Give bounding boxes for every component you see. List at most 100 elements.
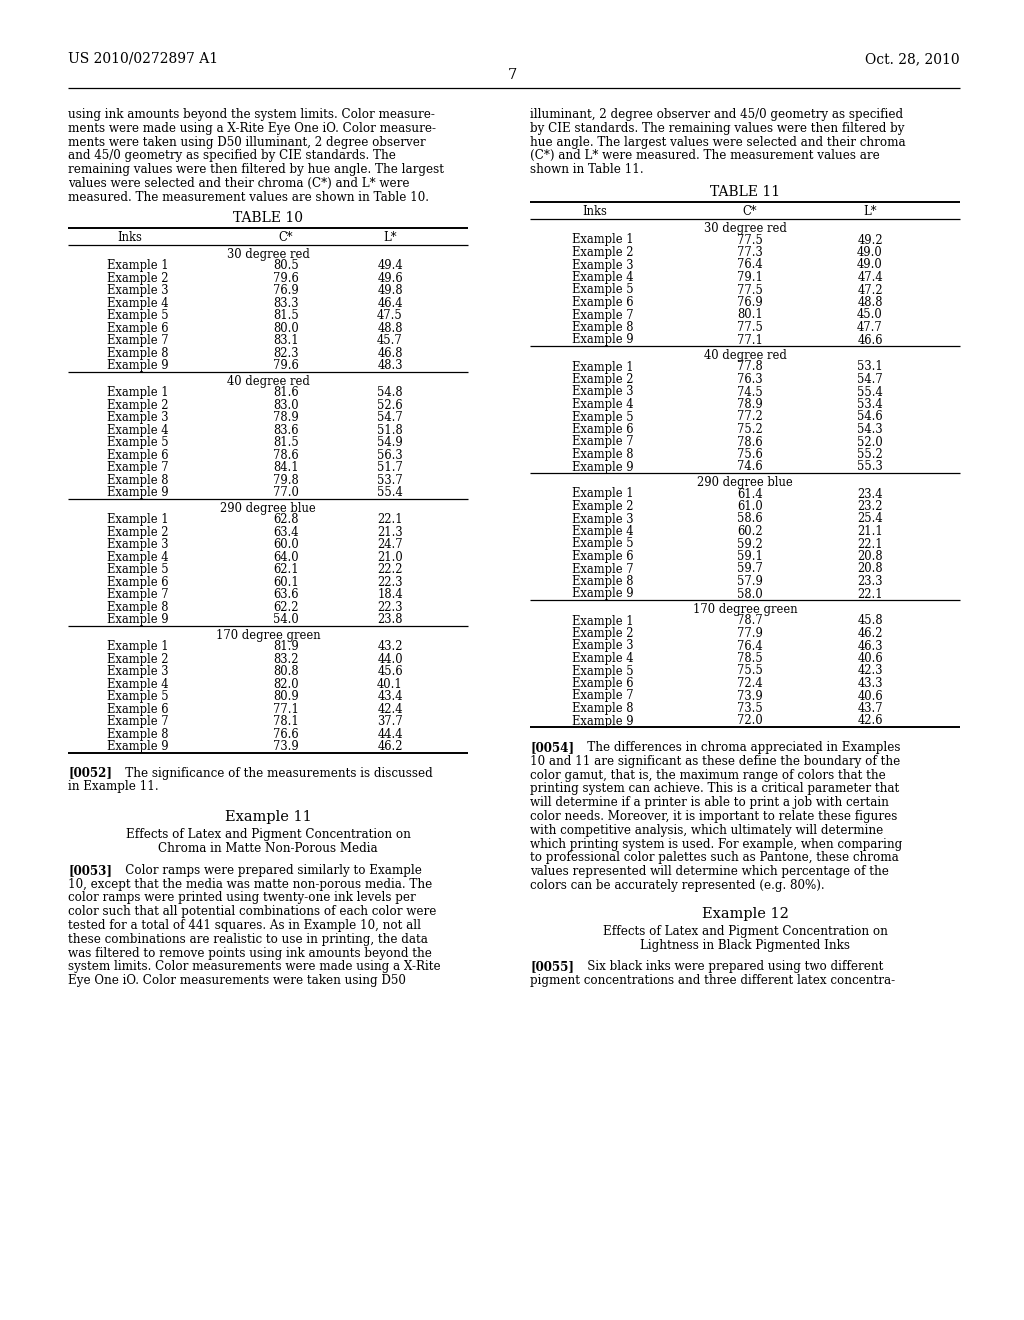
Text: 60.2: 60.2: [737, 525, 763, 539]
Text: 59.2: 59.2: [737, 537, 763, 550]
Text: 40.6: 40.6: [857, 652, 883, 665]
Text: Example 8: Example 8: [572, 576, 634, 587]
Text: 22.2: 22.2: [377, 564, 402, 576]
Text: 43.3: 43.3: [857, 677, 883, 690]
Text: which printing system is used. For example, when comparing: which printing system is used. For examp…: [530, 838, 902, 850]
Text: Example 5: Example 5: [108, 436, 169, 449]
Text: 170 degree green: 170 degree green: [216, 628, 321, 642]
Text: pigment concentrations and three different latex concentra-: pigment concentrations and three differe…: [530, 974, 895, 987]
Text: 81.6: 81.6: [273, 385, 299, 399]
Text: 53.4: 53.4: [857, 399, 883, 411]
Text: color ramps were printed using twenty-one ink levels per: color ramps were printed using twenty-on…: [68, 891, 416, 904]
Text: Example 7: Example 7: [572, 436, 634, 449]
Text: 63.4: 63.4: [273, 525, 299, 539]
Text: 58.0: 58.0: [737, 587, 763, 601]
Text: Oct. 28, 2010: Oct. 28, 2010: [865, 51, 961, 66]
Text: [0054]: [0054]: [530, 741, 574, 754]
Text: 54.9: 54.9: [377, 436, 402, 449]
Text: with competitive analysis, which ultimately will determine: with competitive analysis, which ultimat…: [530, 824, 884, 837]
Text: 78.9: 78.9: [737, 399, 763, 411]
Text: 76.9: 76.9: [273, 284, 299, 297]
Text: 53.1: 53.1: [857, 360, 883, 374]
Text: C*: C*: [742, 205, 758, 218]
Text: to professional color palettes such as Pantone, these chroma: to professional color palettes such as P…: [530, 851, 899, 865]
Text: Example 7: Example 7: [108, 589, 169, 601]
Text: hue angle. The largest values were selected and their chroma: hue angle. The largest values were selec…: [530, 136, 905, 149]
Text: Lightness in Black Pigmented Inks: Lightness in Black Pigmented Inks: [640, 939, 850, 952]
Text: 23.4: 23.4: [857, 487, 883, 500]
Text: values represented will determine which percentage of the: values represented will determine which …: [530, 865, 889, 878]
Text: 79.6: 79.6: [273, 272, 299, 285]
Text: Example 5: Example 5: [572, 284, 634, 297]
Text: US 2010/0272897 A1: US 2010/0272897 A1: [68, 51, 218, 66]
Text: 83.0: 83.0: [273, 399, 299, 412]
Text: L*: L*: [863, 205, 877, 218]
Text: these combinations are realistic to use in printing, the data: these combinations are realistic to use …: [68, 933, 428, 946]
Text: 54.0: 54.0: [273, 612, 299, 626]
Text: [0055]: [0055]: [530, 961, 574, 973]
Text: Example 1: Example 1: [572, 360, 634, 374]
Text: 77.5: 77.5: [737, 321, 763, 334]
Text: will determine if a printer is able to print a job with certain: will determine if a printer is able to p…: [530, 796, 889, 809]
Text: [0053]: [0053]: [68, 863, 112, 876]
Text: 76.3: 76.3: [737, 374, 763, 385]
Text: 83.2: 83.2: [273, 652, 299, 665]
Text: Example 9: Example 9: [572, 714, 634, 727]
Text: 81.5: 81.5: [273, 436, 299, 449]
Text: 78.9: 78.9: [273, 411, 299, 424]
Text: Example 8: Example 8: [108, 727, 169, 741]
Text: 81.5: 81.5: [273, 309, 299, 322]
Text: Example 9: Example 9: [108, 359, 169, 372]
Text: 83.3: 83.3: [273, 297, 299, 310]
Text: The differences in chroma appreciated in Examples: The differences in chroma appreciated in…: [575, 741, 900, 754]
Text: 63.6: 63.6: [273, 589, 299, 601]
Text: Example 6: Example 6: [108, 322, 169, 334]
Text: Example 9: Example 9: [108, 612, 169, 626]
Text: 53.7: 53.7: [377, 474, 402, 487]
Text: printing system can achieve. This is a critical parameter that: printing system can achieve. This is a c…: [530, 783, 899, 796]
Text: Example 7: Example 7: [572, 689, 634, 702]
Text: 83.1: 83.1: [273, 334, 299, 347]
Text: Effects of Latex and Pigment Concentration on: Effects of Latex and Pigment Concentrati…: [602, 925, 888, 937]
Text: color such that all potential combinations of each color were: color such that all potential combinatio…: [68, 906, 436, 919]
Text: 7: 7: [507, 69, 517, 82]
Text: Example 8: Example 8: [108, 347, 169, 359]
Text: 40 degree red: 40 degree red: [226, 375, 309, 388]
Text: 83.6: 83.6: [273, 424, 299, 437]
Text: Example 2: Example 2: [108, 399, 169, 412]
Text: 59.1: 59.1: [737, 550, 763, 564]
Text: 77.1: 77.1: [737, 334, 763, 346]
Text: 77.8: 77.8: [737, 360, 763, 374]
Text: Example 9: Example 9: [572, 461, 634, 474]
Text: 43.2: 43.2: [377, 640, 402, 653]
Text: Example 8: Example 8: [108, 474, 169, 487]
Text: 74.6: 74.6: [737, 461, 763, 474]
Text: TABLE 10: TABLE 10: [233, 211, 303, 224]
Text: 22.1: 22.1: [377, 513, 402, 527]
Text: 78.6: 78.6: [737, 436, 763, 449]
Text: Color ramps were prepared similarly to Example: Color ramps were prepared similarly to E…: [114, 863, 422, 876]
Text: 44.0: 44.0: [377, 652, 402, 665]
Text: Example 2: Example 2: [572, 627, 634, 640]
Text: Example 4: Example 4: [572, 525, 634, 539]
Text: 55.4: 55.4: [857, 385, 883, 399]
Text: 58.6: 58.6: [737, 512, 763, 525]
Text: Example 5: Example 5: [108, 690, 169, 704]
Text: 47.2: 47.2: [857, 284, 883, 297]
Text: 77.5: 77.5: [737, 284, 763, 297]
Text: Example 4: Example 4: [108, 297, 169, 310]
Text: 21.3: 21.3: [377, 525, 402, 539]
Text: Example 5: Example 5: [572, 537, 634, 550]
Text: color gamut, that is, the maximum range of colors that the: color gamut, that is, the maximum range …: [530, 768, 886, 781]
Text: Example 6: Example 6: [108, 449, 169, 462]
Text: 40 degree red: 40 degree red: [703, 348, 786, 362]
Text: Example 1: Example 1: [572, 487, 634, 500]
Text: 42.3: 42.3: [857, 664, 883, 677]
Text: 76.4: 76.4: [737, 259, 763, 272]
Text: 51.8: 51.8: [377, 424, 402, 437]
Text: 46.3: 46.3: [857, 639, 883, 652]
Text: Example 2: Example 2: [108, 525, 169, 539]
Text: system limits. Color measurements were made using a X-Rite: system limits. Color measurements were m…: [68, 961, 440, 973]
Text: 47.4: 47.4: [857, 271, 883, 284]
Text: 77.2: 77.2: [737, 411, 763, 424]
